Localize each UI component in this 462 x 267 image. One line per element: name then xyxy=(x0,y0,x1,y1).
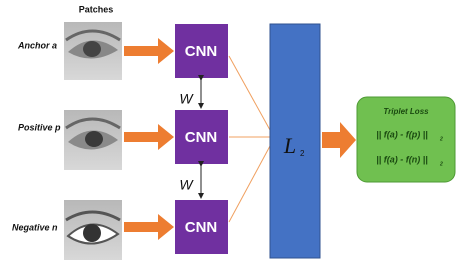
arrow xyxy=(124,124,174,150)
patches-title: Patches xyxy=(79,4,114,14)
cnn-label: CNN xyxy=(185,219,218,236)
patch xyxy=(64,110,122,170)
connector xyxy=(229,146,270,222)
arrow xyxy=(124,214,174,240)
weight-label: W xyxy=(179,91,194,107)
distance-subscript: 2 xyxy=(300,149,305,158)
patch xyxy=(64,22,122,80)
arrow xyxy=(322,122,356,158)
loss-subscript: 2 xyxy=(439,161,443,167)
loss-formula: || f(a) - f(n) || xyxy=(376,154,428,164)
input-label: Anchor a xyxy=(17,40,57,50)
weight-label: W xyxy=(179,177,194,193)
connector xyxy=(229,56,270,130)
input-label: Negative n xyxy=(12,222,58,232)
cnn-label: CNN xyxy=(185,129,218,146)
loss-formula: || f(a) - f(p) || xyxy=(376,129,428,139)
arrow xyxy=(124,38,174,64)
diagram: Patches Anchor a Positive p Negative n C… xyxy=(0,0,462,267)
distance-label: L xyxy=(283,133,296,158)
cnn-label: CNN xyxy=(185,43,218,60)
input-label: Positive p xyxy=(18,122,61,132)
loss-subscript: 2 xyxy=(439,136,443,142)
patch xyxy=(64,200,122,260)
loss-title: Triplet Loss xyxy=(383,107,429,116)
